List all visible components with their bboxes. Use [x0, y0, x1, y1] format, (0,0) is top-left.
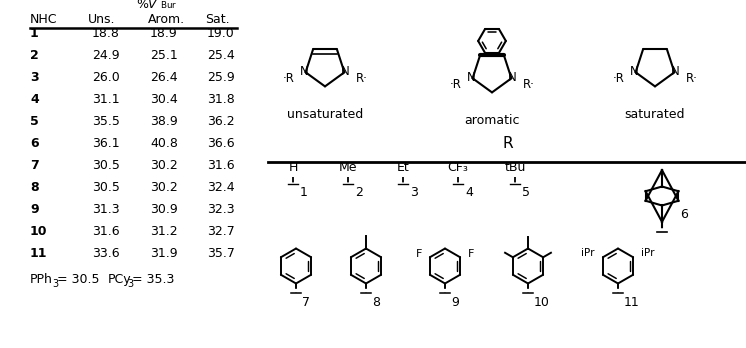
Text: 31.2: 31.2 [150, 225, 178, 238]
Text: 31.1: 31.1 [92, 93, 119, 106]
Text: 4: 4 [30, 93, 39, 106]
Text: ·R: ·R [283, 72, 295, 85]
Text: 30.9: 30.9 [150, 203, 178, 216]
Text: 3: 3 [127, 279, 133, 289]
Text: 24.9: 24.9 [92, 49, 119, 62]
Text: 30.5: 30.5 [92, 181, 120, 194]
Text: unsaturated: unsaturated [287, 108, 363, 121]
Text: 26.4: 26.4 [150, 71, 178, 84]
Text: ·R: ·R [612, 72, 624, 85]
Text: 8: 8 [30, 181, 39, 194]
Text: 36.6: 36.6 [207, 137, 235, 150]
Text: 6: 6 [680, 208, 688, 221]
Text: 9: 9 [30, 203, 39, 216]
Text: 32.3: 32.3 [207, 203, 235, 216]
Text: %$\it{V}$: %$\it{V}$ [137, 0, 160, 11]
Text: F: F [416, 249, 421, 259]
Text: 11: 11 [624, 296, 640, 309]
Text: 25.9: 25.9 [207, 71, 235, 84]
Text: = 35.3: = 35.3 [132, 273, 175, 286]
Text: 7: 7 [30, 159, 39, 172]
Text: 10: 10 [534, 296, 550, 309]
Text: CF₃: CF₃ [448, 161, 468, 174]
Text: 18.9: 18.9 [150, 27, 178, 40]
Text: N: N [630, 65, 639, 78]
Text: 31.3: 31.3 [92, 203, 119, 216]
Text: ·R: ·R [450, 78, 462, 92]
Text: 7: 7 [302, 296, 310, 309]
Text: 25.1: 25.1 [150, 49, 178, 62]
Text: 31.8: 31.8 [207, 93, 235, 106]
Text: $_{\mathrm{Bur}}$: $_{\mathrm{Bur}}$ [160, 0, 178, 11]
Text: 26.0: 26.0 [92, 71, 120, 84]
Text: 38.9: 38.9 [150, 115, 178, 128]
Text: 36.1: 36.1 [92, 137, 119, 150]
Text: 11: 11 [30, 247, 48, 260]
Text: 40.8: 40.8 [150, 137, 178, 150]
Text: NHC: NHC [30, 13, 57, 26]
Text: N: N [300, 65, 309, 78]
Text: iPr: iPr [581, 248, 595, 258]
Text: 10: 10 [30, 225, 48, 238]
Text: 8: 8 [372, 296, 380, 309]
Text: 2: 2 [30, 49, 39, 62]
Text: 3: 3 [410, 186, 418, 199]
Text: 36.2: 36.2 [207, 115, 235, 128]
Text: 9: 9 [451, 296, 459, 309]
Text: 5: 5 [30, 115, 39, 128]
Text: 4: 4 [465, 186, 473, 199]
Text: PCy: PCy [108, 273, 131, 286]
Text: 18.8: 18.8 [92, 27, 120, 40]
Text: 35.5: 35.5 [92, 115, 120, 128]
Text: iPr: iPr [641, 248, 654, 258]
Text: 5: 5 [522, 186, 530, 199]
Text: N: N [341, 65, 350, 78]
Text: tBu: tBu [504, 161, 526, 174]
Text: R: R [503, 136, 513, 151]
Text: 25.4: 25.4 [207, 49, 235, 62]
Text: Sat.: Sat. [205, 13, 230, 26]
Text: Uns.: Uns. [88, 13, 116, 26]
Text: 2: 2 [355, 186, 363, 199]
Text: Arom.: Arom. [148, 13, 185, 26]
Text: = 30.5: = 30.5 [57, 273, 99, 286]
Text: R·: R· [356, 72, 368, 85]
Text: 1: 1 [300, 186, 308, 199]
Text: N: N [508, 71, 517, 84]
Text: Me: Me [339, 161, 357, 174]
Text: 32.4: 32.4 [207, 181, 235, 194]
Text: 33.6: 33.6 [92, 247, 119, 260]
Text: N: N [671, 65, 680, 78]
Text: 30.2: 30.2 [150, 181, 178, 194]
Text: H: H [288, 161, 298, 174]
Text: 32.7: 32.7 [207, 225, 235, 238]
Text: 31.6: 31.6 [207, 159, 235, 172]
Text: 30.5: 30.5 [92, 159, 120, 172]
Text: R·: R· [686, 72, 698, 85]
Text: saturated: saturated [624, 108, 686, 121]
Text: R·: R· [523, 78, 534, 92]
Text: 31.6: 31.6 [92, 225, 119, 238]
Text: 19.0: 19.0 [207, 27, 235, 40]
Text: F: F [468, 249, 474, 259]
Text: aromatic: aromatic [464, 114, 520, 127]
Text: 3: 3 [30, 71, 39, 84]
Text: 1: 1 [30, 27, 39, 40]
Text: 35.7: 35.7 [207, 247, 235, 260]
Text: 6: 6 [30, 137, 39, 150]
Text: 30.4: 30.4 [150, 93, 178, 106]
Text: 3: 3 [52, 279, 58, 289]
Text: 31.9: 31.9 [150, 247, 178, 260]
Text: PPh: PPh [30, 273, 53, 286]
Text: 30.2: 30.2 [150, 159, 178, 172]
Text: N: N [467, 71, 476, 84]
Text: Et: Et [397, 161, 410, 174]
